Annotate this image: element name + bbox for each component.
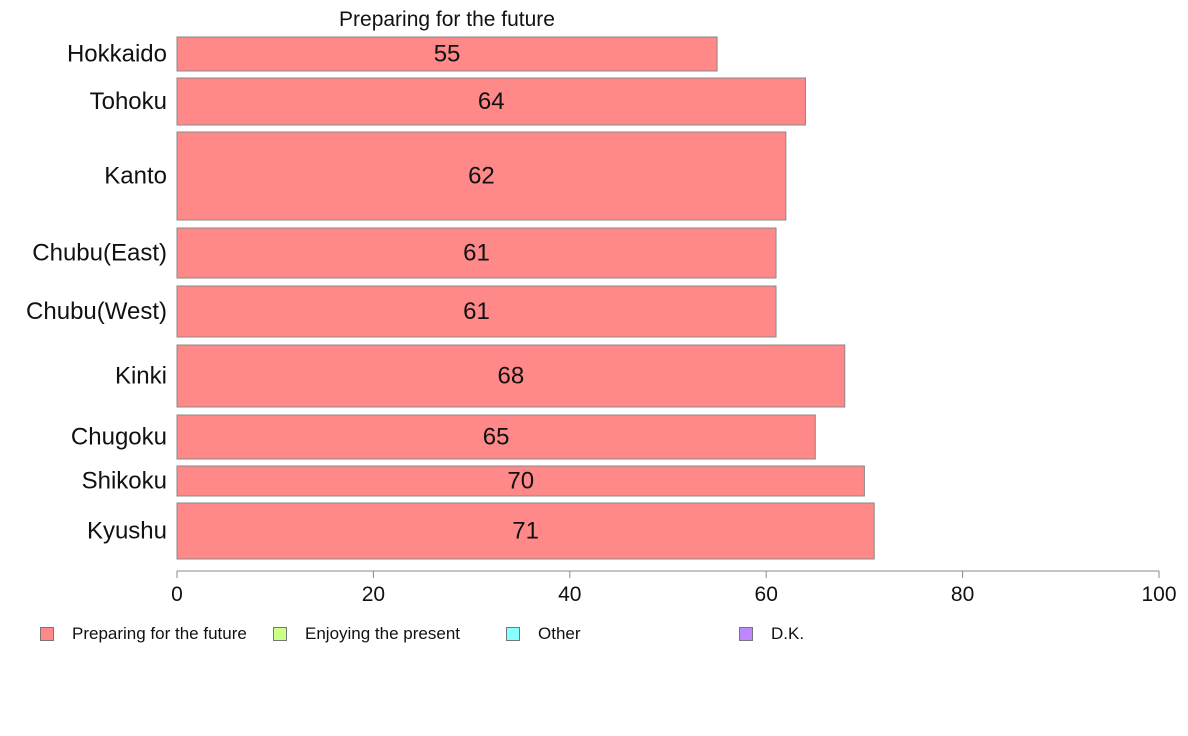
chart-title: Preparing for the future	[339, 8, 555, 31]
bar-chubu-east	[176, 227, 777, 279]
data-label-kanto: 62	[468, 163, 495, 190]
legend-swatch-other	[506, 627, 520, 641]
legend-label-enjoying: Enjoying the present	[305, 624, 460, 643]
legend-label-dk: D.K.	[771, 624, 805, 643]
legend: Preparing for the future Enjoying the pr…	[0, 622, 1188, 646]
legend-swatch-preparing	[40, 627, 54, 641]
data-label-hokkaido: 55	[434, 41, 461, 68]
bar-chart: Preparing for the future Hokkaido 55 Tohok…	[26, 8, 1176, 606]
data-label-kyushu: 71	[512, 518, 539, 545]
x-tick-label-40: 40	[558, 583, 581, 606]
legend-label-preparing: Preparing for the future	[72, 624, 247, 643]
legend-item-preparing: Preparing for the future	[40, 622, 247, 646]
bar-kinki	[176, 344, 846, 408]
bar-hokkaido	[176, 36, 718, 72]
data-label-shikoku: 70	[507, 468, 534, 495]
category-label-kyushu: Kyushu	[87, 518, 167, 545]
x-tick-label-80: 80	[951, 583, 974, 606]
bar-kyushu	[176, 502, 875, 560]
legend-swatch-dk	[739, 627, 753, 641]
bar-kanto	[176, 131, 787, 221]
legend-item-enjoying: Enjoying the present	[273, 622, 460, 646]
bar-chubu-west	[176, 285, 777, 338]
bar-shikoku	[176, 465, 865, 497]
data-label-chugoku: 65	[483, 424, 510, 451]
category-label-hokkaido: Hokkaido	[67, 41, 167, 68]
legend-label-other: Other	[538, 624, 581, 643]
x-tick-label-20: 20	[362, 583, 385, 606]
legend-item-other: Other	[506, 622, 581, 646]
category-label-kinki: Kinki	[115, 363, 167, 390]
category-label-chubu-east: Chubu(East)	[32, 240, 167, 267]
category-label-kanto: Kanto	[104, 163, 167, 190]
category-label-chubu-west: Chubu(West)	[26, 298, 167, 325]
data-label-tohoku: 64	[478, 88, 505, 115]
x-tick-label-60: 60	[755, 583, 778, 606]
data-label-kinki: 68	[498, 363, 525, 390]
legend-swatch-enjoying	[273, 627, 287, 641]
data-label-chubu-east: 61	[463, 240, 490, 267]
category-label-chugoku: Chugoku	[71, 424, 167, 451]
x-tick-label-0: 0	[171, 583, 183, 606]
bar-tohoku	[176, 77, 806, 126]
data-label-chubu-west: 61	[463, 298, 490, 325]
x-tick-label-100: 100	[1141, 583, 1176, 606]
category-label-shikoku: Shikoku	[82, 468, 167, 495]
legend-item-dk: D.K.	[739, 622, 804, 646]
bar-chugoku	[176, 414, 816, 460]
category-label-tohoku: Tohoku	[90, 88, 167, 115]
